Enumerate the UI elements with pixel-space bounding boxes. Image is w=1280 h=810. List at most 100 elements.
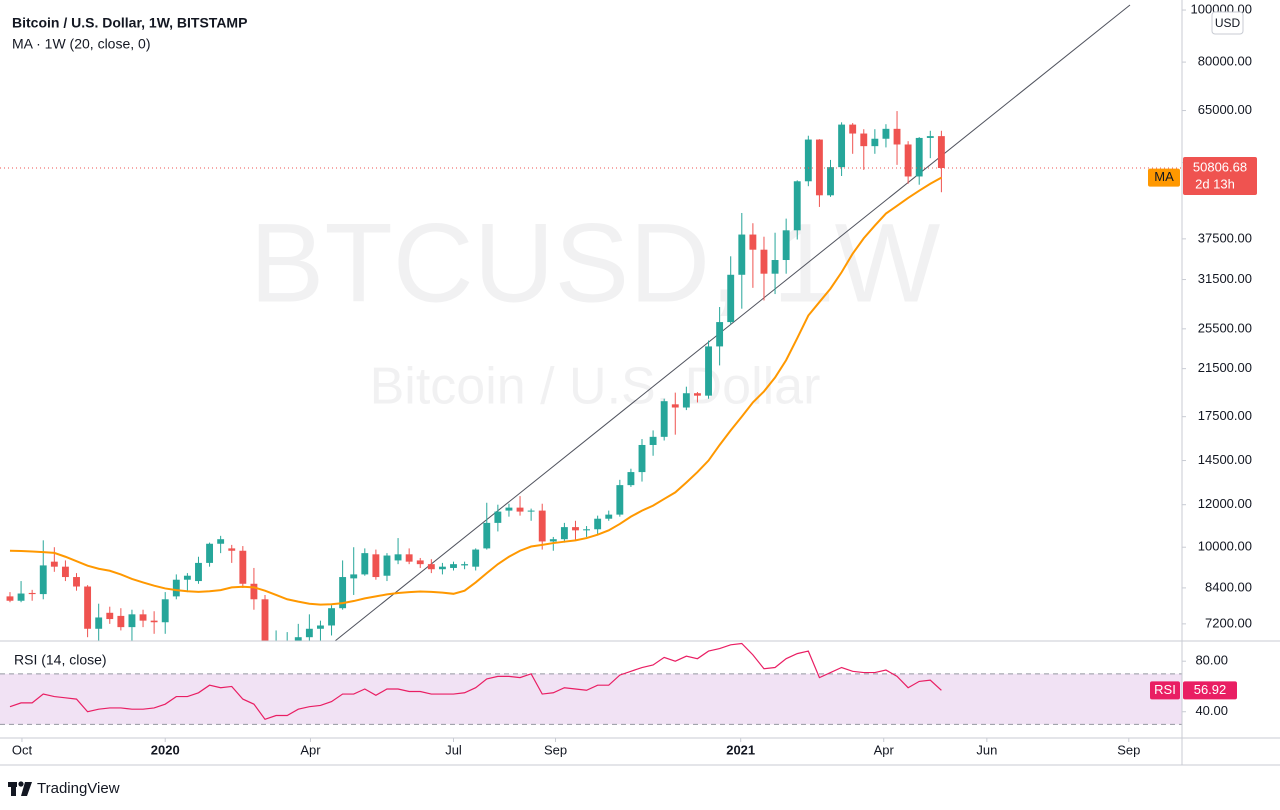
candle-body: [516, 507, 524, 512]
candle-body: [6, 596, 14, 601]
candle-body: [572, 527, 579, 531]
candle-body: [61, 566, 69, 578]
candle-body: [682, 393, 690, 408]
candle-body: [882, 128, 890, 139]
candle-body: [649, 436, 657, 445]
candle-body: [150, 620, 158, 623]
x-tick-label: Sep: [544, 742, 567, 757]
candle-body: [904, 144, 912, 177]
candle-body: [638, 444, 646, 473]
brand: TradingView: [37, 780, 120, 797]
candle-body: [106, 612, 114, 620]
candle-body: [206, 543, 214, 563]
candle-body: [50, 561, 58, 567]
axes: Oct 2020 Apr Jul Sep 2021 Apr Jun Sep 7200.00 8400…: [0, 0, 1280, 766]
candle-body: [627, 472, 635, 486]
rsi-line: [9, 642, 942, 721]
candle-body: [383, 555, 391, 576]
candle-body: [217, 539, 225, 544]
candle-body: [361, 553, 369, 575]
x-tick-label: Sep: [1117, 742, 1140, 757]
y-tick-label: 25500.00: [1198, 320, 1252, 335]
candle-body: [527, 510, 535, 512]
rsi-band: [0, 673, 1182, 725]
watermark: BTCUSD, 1W: [250, 201, 941, 326]
candle-body: [505, 507, 513, 511]
trend-line: [334, 4, 1131, 641]
y-tick-label: 12000.00: [1198, 496, 1252, 511]
x-tick-label: Apr: [300, 742, 321, 757]
candle-body: [372, 554, 380, 578]
brand-logo: [8, 781, 32, 796]
candle-body: [405, 554, 413, 562]
candle-body: [317, 625, 324, 629]
rsi-name-box: [1150, 681, 1180, 700]
candle-body: [782, 230, 790, 261]
candle-body: [815, 139, 823, 196]
indicator-label: MA · 1W (20, close, 0): [12, 36, 150, 52]
y-tick-label: 17500.00: [1198, 408, 1252, 423]
x-tick-label: 2020: [151, 742, 180, 757]
candle-body: [461, 564, 469, 566]
candle-body: [250, 583, 258, 600]
candle-body: [195, 562, 202, 582]
candle-body: [117, 615, 125, 628]
y-tick-label: 7200.00: [1205, 615, 1252, 630]
chart-title: Bitcoin / U.S. Dollar, 1W, BITSTAMP: [12, 15, 247, 31]
ma-name-box: [1148, 168, 1180, 187]
candle-body: [339, 577, 347, 609]
candle-body: [705, 346, 712, 396]
candle-body: [427, 564, 435, 570]
y-tick-label: 37500.00: [1198, 230, 1252, 245]
candle-body: [438, 566, 446, 570]
candle-body: [926, 136, 934, 138]
candle-body: [827, 167, 834, 196]
candle-body: [261, 599, 269, 641]
candle-body: [228, 548, 236, 551]
candle-body: [183, 575, 191, 580]
candle-body: [749, 234, 757, 250]
candle-body: [660, 401, 668, 437]
candle-body: [860, 133, 868, 147]
candle-body: [838, 124, 846, 168]
candle-body: [172, 579, 180, 597]
y-tick-label: 31500.00: [1198, 271, 1252, 286]
candle-body: [937, 136, 945, 169]
candle-body: [416, 560, 424, 565]
candle-body: [671, 404, 679, 408]
candle-body: [328, 608, 335, 626]
rsi-pane: [0, 642, 1182, 725]
candle-body: [849, 124, 857, 134]
x-tick-label: Jul: [445, 742, 462, 757]
candle-body: [616, 485, 624, 515]
main-pane: [0, 4, 1182, 641]
candle-body: [727, 274, 735, 323]
y-tick-label: 80.00: [1195, 653, 1228, 668]
candle-body: [95, 617, 103, 629]
rsi-name: RSI: [1154, 682, 1176, 697]
y-tick-label: 80000.00: [1198, 54, 1252, 69]
y-tick-label: 21500.00: [1198, 360, 1252, 375]
y-tick-label: 65000.00: [1198, 102, 1252, 117]
candle-body: [350, 574, 358, 579]
watermark-subtitle: Bitcoin / U.S. Dollar: [370, 358, 821, 416]
candle-body: [583, 529, 591, 531]
currency-box[interactable]: [1211, 11, 1244, 35]
candle-body: [139, 614, 147, 621]
candle-body: [716, 322, 724, 347]
candle-body: [871, 138, 879, 147]
rsi-title: RSI (14, close): [14, 652, 107, 668]
candle-body: [538, 510, 546, 542]
countdown: 2d 13h: [1195, 176, 1235, 191]
candle-body: [17, 593, 25, 601]
candle-body: [915, 137, 923, 177]
y-tick-label: 8400.00: [1205, 579, 1252, 594]
candle-body: [128, 614, 136, 628]
ma-line: [9, 176, 942, 606]
candle-body: [738, 234, 746, 275]
rsi-value: 56.92: [1194, 682, 1227, 697]
ma-name: MA: [1154, 169, 1174, 184]
candle-body: [760, 249, 768, 274]
